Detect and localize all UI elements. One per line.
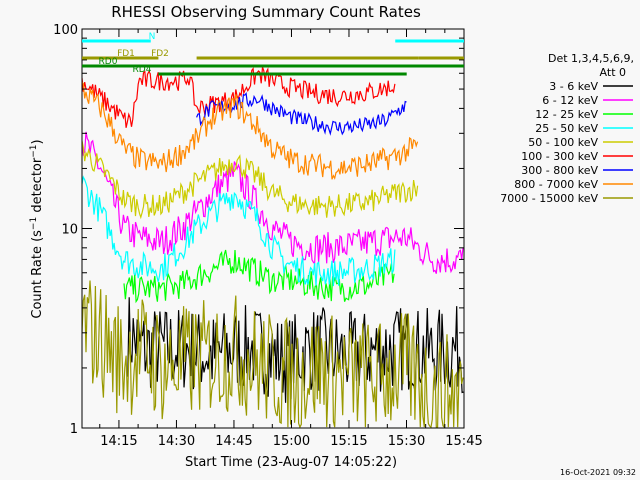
legend-header-line-1: Det 1,3,4,5,6,9, — [548, 52, 634, 65]
y-tick-label: 10 — [61, 223, 78, 238]
x-tick-label: 15:00 — [273, 434, 310, 449]
series-line-25-50-kev — [82, 175, 396, 287]
legend-label-300-800-kev: 300 - 800 keV — [521, 164, 598, 177]
flag-label-n: N — [149, 32, 156, 42]
x-tick-label: 15:45 — [445, 434, 482, 449]
series-line-50-100-kev — [82, 140, 419, 220]
legend-label-800-7000-kev: 800 - 7000 keV — [514, 178, 598, 191]
x-tick-label: 14:45 — [215, 434, 252, 449]
legend-header-line-2: Att 0 — [600, 66, 626, 79]
flag-label-fd2: FD2 — [151, 49, 169, 59]
footer-timestamp: 16-Oct-2021 09:32 — [560, 468, 636, 477]
flag-label-fd1: FD1 — [117, 49, 135, 59]
x-axis-label: Start Time (23-Aug-07 14:05:22) — [185, 455, 397, 470]
legend-label-7000-15000-kev: 7000 - 15000 keV — [500, 192, 598, 205]
series-line-7000-15000-kev — [82, 280, 464, 428]
chart-title: RHESSI Observing Summary Count Rates — [111, 3, 421, 21]
legend-label-50-100-kev: 50 - 100 keV — [528, 136, 598, 149]
y-tick-label: 100 — [53, 23, 78, 38]
axes: 1 10 100 14:15 14:30 14:45 15:00 15:15 15:30 15:4… — [53, 23, 483, 449]
x-tick-label: 14:15 — [100, 434, 137, 449]
legend-label-12-25-kev: 12 - 25 keV — [535, 108, 598, 121]
legend-label-3-6-kev: 3 - 6 keV — [549, 80, 598, 93]
x-tick-label: 15:30 — [388, 434, 425, 449]
y-axis-label: Count Rate (s−1 detector−1) — [29, 139, 45, 318]
legend-label-25-50-kev: 25 - 50 keV — [535, 122, 598, 135]
flag-label-rd0: RD0 — [99, 57, 118, 67]
series-line-300-800-kev — [196, 92, 407, 136]
legend-label-6-12-kev: 6 - 12 keV — [542, 94, 598, 107]
y-tick-label: 1 — [70, 422, 78, 437]
flag-label-rd4: RD4 — [133, 65, 152, 75]
series-line-100-300-kev — [82, 66, 396, 128]
series-line-800-7000-kev — [82, 81, 419, 180]
series-line-12-25-kev — [123, 249, 395, 304]
legend-label-100-300-kev: 100 - 300 keV — [521, 150, 598, 163]
x-tick-label: 14:30 — [158, 434, 195, 449]
series-line-6-12-kev — [82, 131, 464, 274]
x-tick-label: 15:15 — [330, 434, 367, 449]
data-layer — [82, 66, 464, 428]
